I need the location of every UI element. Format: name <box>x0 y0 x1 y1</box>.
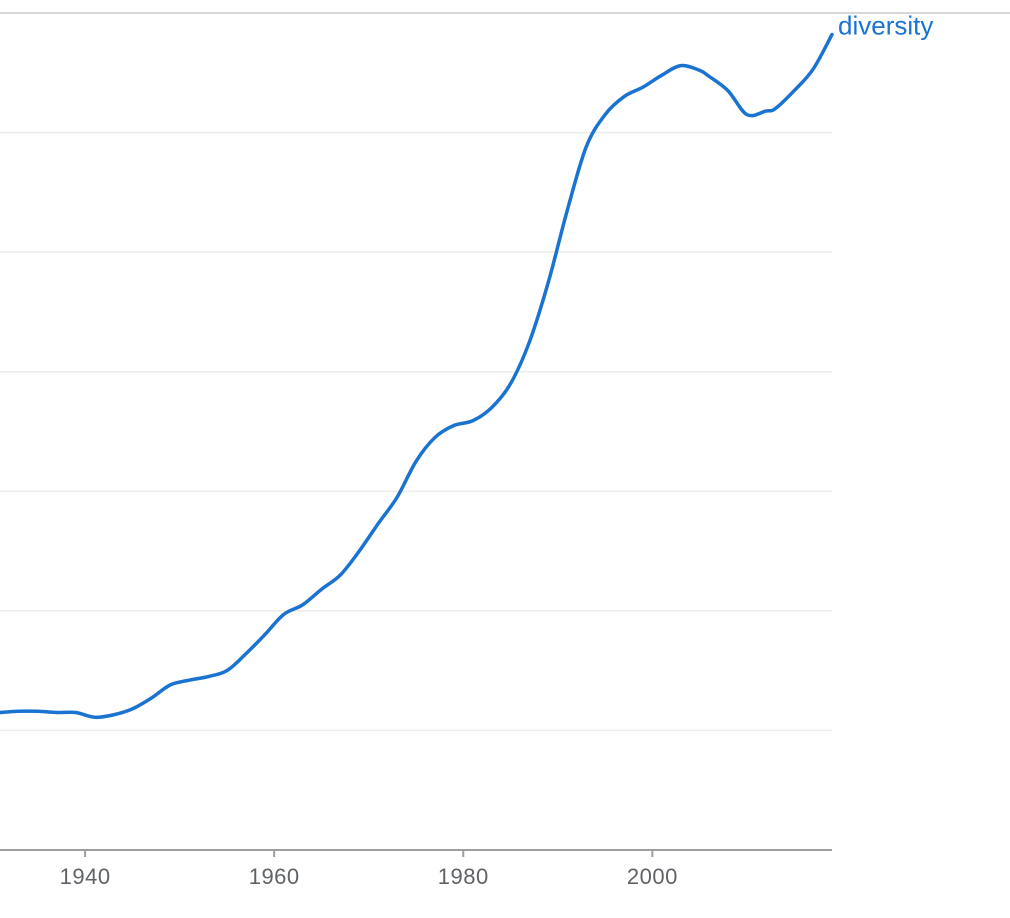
series-label-diversity[interactable]: diversity <box>838 11 933 41</box>
x-tick-label: 1960 <box>249 864 300 889</box>
series-labels: diversity <box>838 11 933 41</box>
x-tick-label: 1980 <box>438 864 489 889</box>
gridlines <box>0 131 832 732</box>
x-axis-ticks: 1940 1960 1980 2000 <box>60 850 678 889</box>
x-tick-label: 2000 <box>627 864 678 889</box>
series-layer <box>0 32 834 720</box>
series-line-diversity[interactable] <box>0 32 834 720</box>
x-tick-label: 1940 <box>60 864 111 889</box>
